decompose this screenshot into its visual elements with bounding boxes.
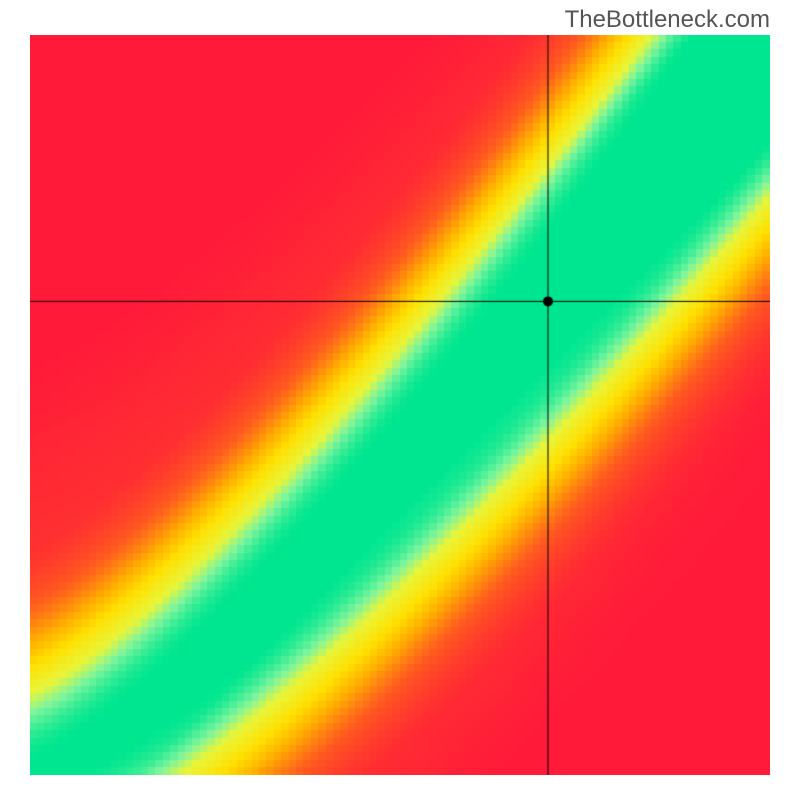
watermark-text: TheBottleneck.com — [565, 6, 770, 34]
bottleneck-heatmap — [30, 35, 770, 775]
